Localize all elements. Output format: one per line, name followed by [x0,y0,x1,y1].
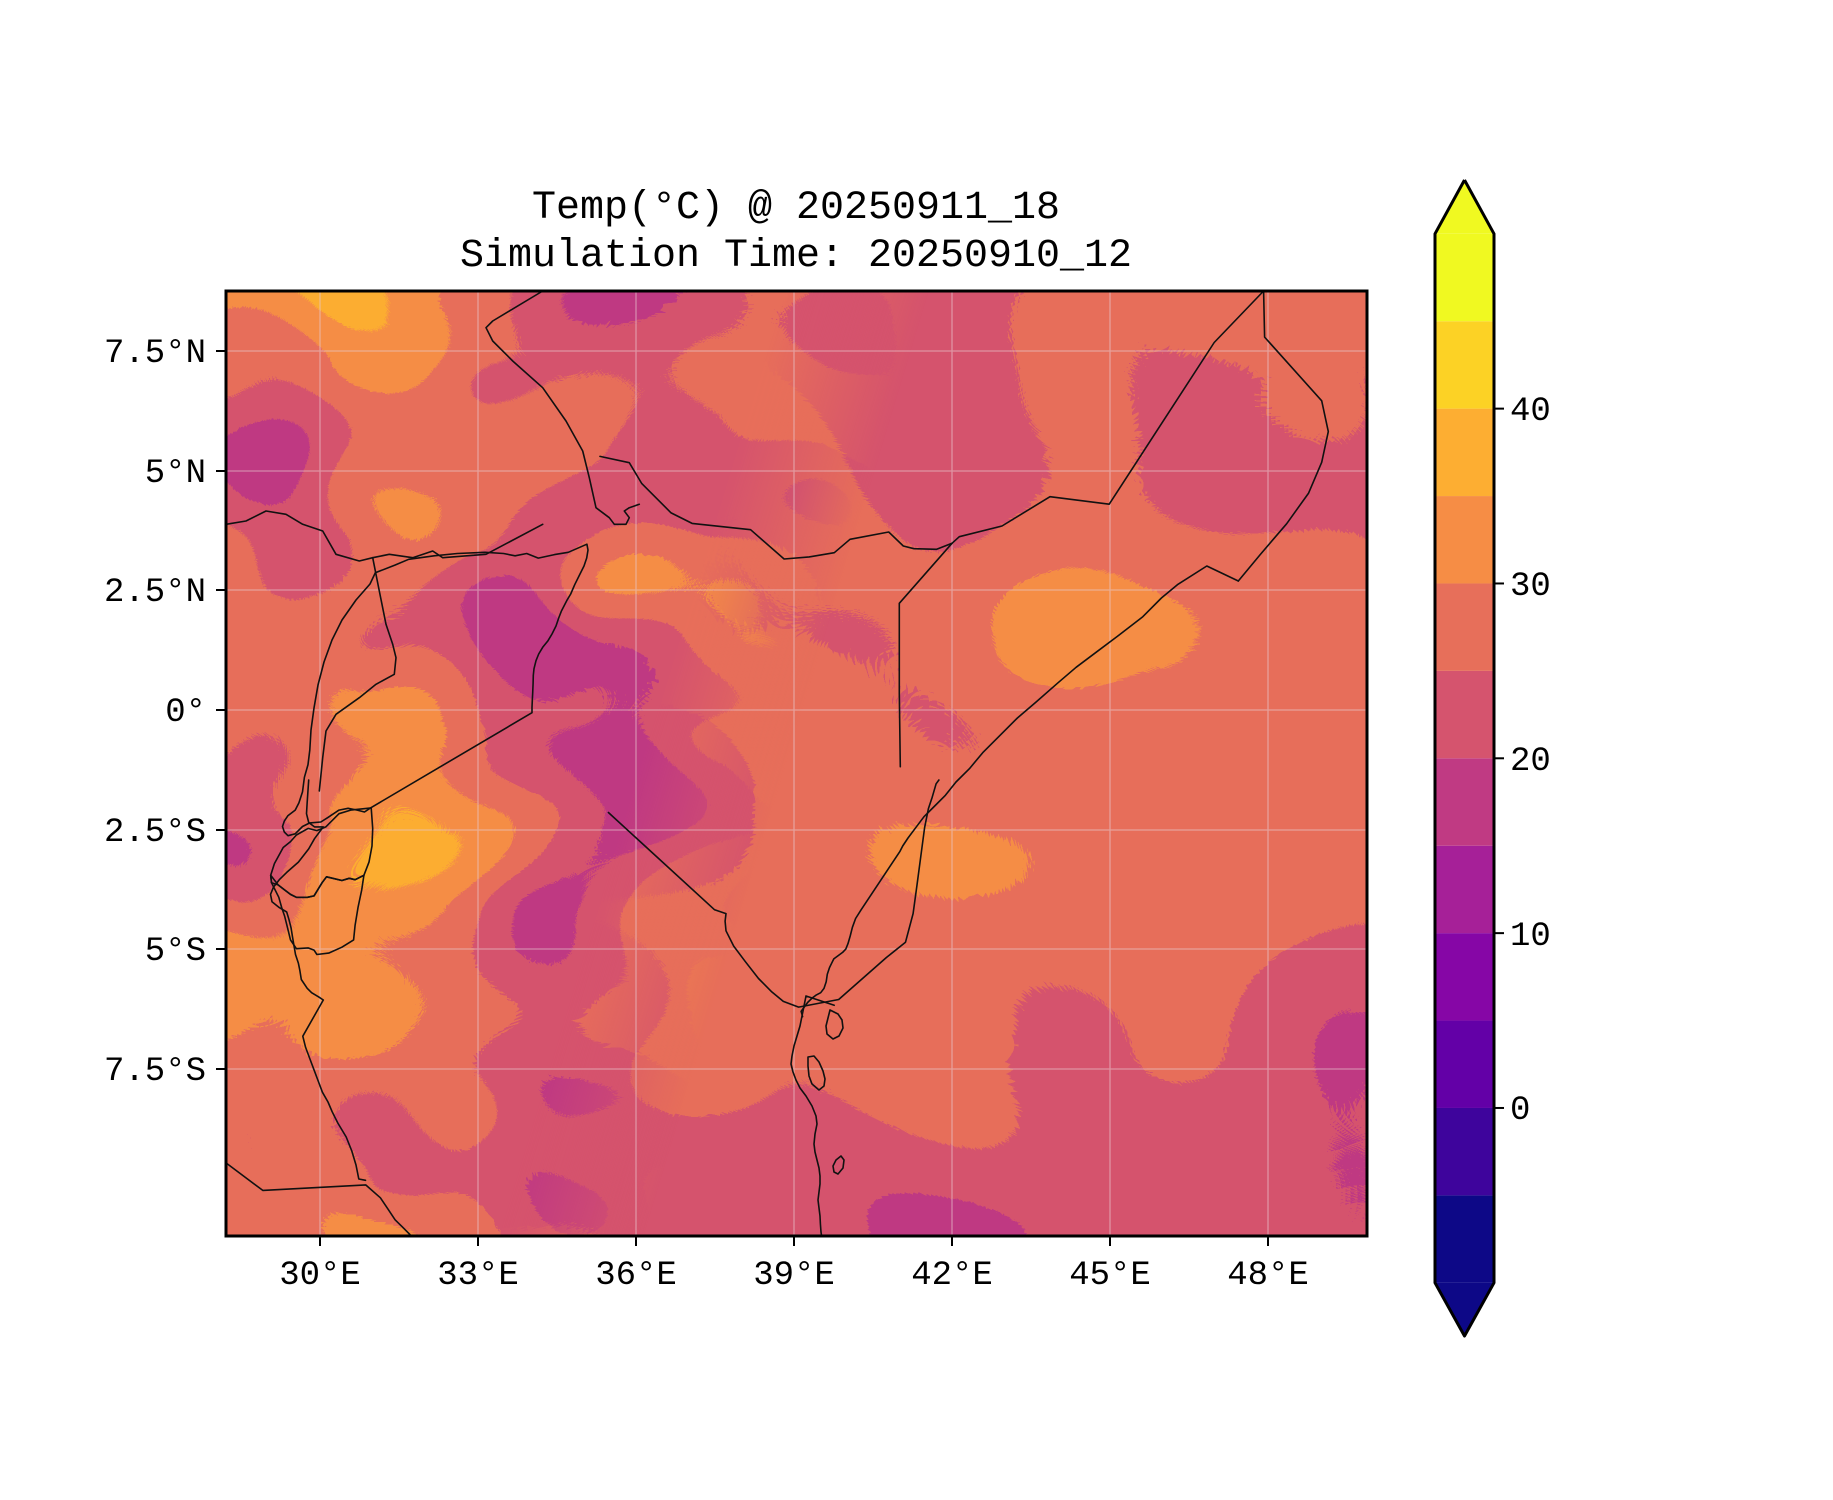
svg-text:36°E: 36°E [595,1257,677,1295]
svg-text:Simulation Time: 20250910_12: Simulation Time: 20250910_12 [460,234,1132,279]
svg-text:20: 20 [1510,743,1551,781]
svg-text:2.5°N: 2.5°N [104,574,206,612]
svg-text:Temp(°C) @ 20250911_18: Temp(°C) @ 20250911_18 [532,186,1060,231]
svg-text:2.5°S: 2.5°S [104,814,206,852]
svg-text:10: 10 [1510,918,1551,956]
svg-text:7.5°N: 7.5°N [104,335,206,373]
svg-text:30: 30 [1510,568,1551,606]
svg-text:5°N: 5°N [145,455,206,493]
svg-text:42°E: 42°E [911,1257,993,1295]
svg-text:0: 0 [1510,1092,1530,1130]
svg-text:0°: 0° [165,694,206,732]
svg-text:39°E: 39°E [753,1257,835,1295]
svg-text:40: 40 [1510,393,1551,431]
svg-text:30°E: 30°E [279,1257,361,1295]
svg-text:48°E: 48°E [1227,1257,1309,1295]
svg-text:7.5°S: 7.5°S [104,1053,206,1091]
svg-text:45°E: 45°E [1069,1257,1151,1295]
svg-text:5°S: 5°S [145,933,206,971]
svg-text:33°E: 33°E [437,1257,519,1295]
